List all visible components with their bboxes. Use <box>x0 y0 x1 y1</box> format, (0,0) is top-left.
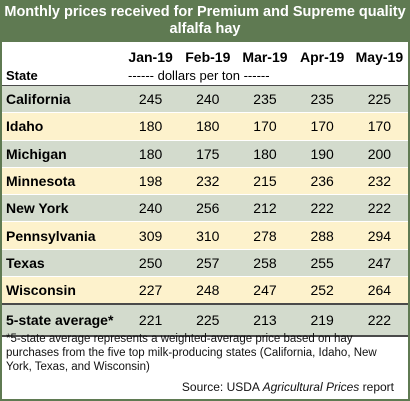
table-row: Idaho 180 180 170 170 170 <box>2 112 408 141</box>
price-cell: 222 <box>293 194 351 223</box>
table-row: California 245 240 235 235 225 <box>2 84 408 114</box>
price-cell: 236 <box>293 167 351 196</box>
footnote: *5-state average represents a weighted-a… <box>6 333 377 373</box>
table-row: New York 240 256 212 222 222 <box>2 194 408 223</box>
price-cell: 190 <box>293 140 351 168</box>
table-row: Michigan 180 175 180 190 200 <box>2 140 408 168</box>
price-cell: 264 <box>350 276 408 305</box>
price-cell: 247 <box>350 249 408 278</box>
price-cell: 247 <box>236 276 294 305</box>
state-column-header: State <box>6 67 38 83</box>
blank-header-cell <box>2 42 122 65</box>
state-name: Minnesota <box>2 167 123 196</box>
price-cell: 180 <box>179 112 237 141</box>
month-header: Jan-19 <box>128 49 173 65</box>
title-line-1: Monthly prices received for Premium and … <box>4 4 406 20</box>
price-cell: 175 <box>179 140 237 168</box>
price-cell: 170 <box>293 112 351 141</box>
price-cell: 252 <box>293 276 351 305</box>
average-cell: 219 <box>293 303 351 338</box>
price-cell: 180 <box>122 140 180 168</box>
state-name: New York <box>2 194 123 223</box>
price-cell: 170 <box>236 112 294 141</box>
price-cell: 235 <box>293 84 351 114</box>
price-cell: 180 <box>236 140 294 168</box>
price-cell: 240 <box>179 84 237 114</box>
price-cell: 225 <box>350 84 408 114</box>
price-cell: 240 <box>122 194 180 223</box>
average-label: 5-state average* <box>2 303 123 338</box>
table-row: Texas 250 257 258 255 247 <box>2 249 408 278</box>
state-name: Michigan <box>2 140 123 168</box>
table-title: Monthly prices received for Premium and … <box>2 2 408 42</box>
source-suffix: report <box>359 380 394 394</box>
price-cell: 257 <box>179 249 237 278</box>
price-cell: 170 <box>350 112 408 141</box>
source-prefix: Source: USDA <box>181 380 263 394</box>
state-name: Idaho <box>2 112 123 141</box>
price-cell: 310 <box>179 221 237 250</box>
price-cell: 200 <box>350 140 408 168</box>
state-name: California <box>2 84 123 114</box>
month-header-row: Jan-19 Feb-19 Mar-19 Apr-19 May-19 <box>2 42 408 65</box>
table-row: Wisconsin 227 248 247 252 264 <box>2 276 408 305</box>
price-cell: 198 <box>122 167 180 196</box>
price-cell: 256 <box>179 194 237 223</box>
units-row: State ------ dollars per ton ------ <box>2 65 408 86</box>
price-cell: 250 <box>122 249 180 278</box>
price-cell: 288 <box>293 221 351 250</box>
state-name: Pennsylvania <box>2 221 123 250</box>
table-row: Minnesota 198 232 215 236 232 <box>2 167 408 196</box>
source-publication: Agricultural Prices <box>262 380 360 394</box>
price-cell: 227 <box>122 276 180 305</box>
title-line-2: alfalfa hay <box>169 21 241 37</box>
price-cell: 232 <box>179 167 237 196</box>
price-cell: 180 <box>122 112 180 141</box>
average-cell: 213 <box>236 303 294 338</box>
month-header: Feb-19 <box>185 49 231 65</box>
price-cell: 255 <box>293 249 351 278</box>
source-line: Source: USDA Agricultural Prices report <box>182 380 394 394</box>
month-header: May-19 <box>355 49 404 65</box>
units-label: ------ dollars per ton ------ <box>128 67 270 83</box>
month-header: Apr-19 <box>299 49 345 65</box>
price-cell: 212 <box>236 194 294 223</box>
price-cell: 235 <box>236 84 294 114</box>
price-cell: 278 <box>236 221 294 250</box>
state-name: Wisconsin <box>2 276 123 305</box>
average-cell: 222 <box>350 303 408 338</box>
price-table: Jan-19 Feb-19 Mar-19 Apr-19 May-19 State… <box>2 42 408 338</box>
month-header: Mar-19 <box>242 49 288 65</box>
table-row: Pennsylvania 309 310 278 288 294 <box>2 221 408 250</box>
price-cell: 232 <box>350 167 408 196</box>
state-name: Texas <box>2 249 123 278</box>
price-cell: 215 <box>236 167 294 196</box>
price-cell: 222 <box>350 194 408 223</box>
average-cell: 225 <box>179 303 237 338</box>
average-cell: 221 <box>122 303 180 338</box>
price-cell: 294 <box>350 221 408 250</box>
price-cell: 245 <box>122 84 180 114</box>
price-cell: 258 <box>236 249 294 278</box>
price-cell: 309 <box>122 221 180 250</box>
price-cell: 248 <box>179 276 237 305</box>
average-row: 5-state average* 221 225 213 219 222 <box>2 303 408 338</box>
